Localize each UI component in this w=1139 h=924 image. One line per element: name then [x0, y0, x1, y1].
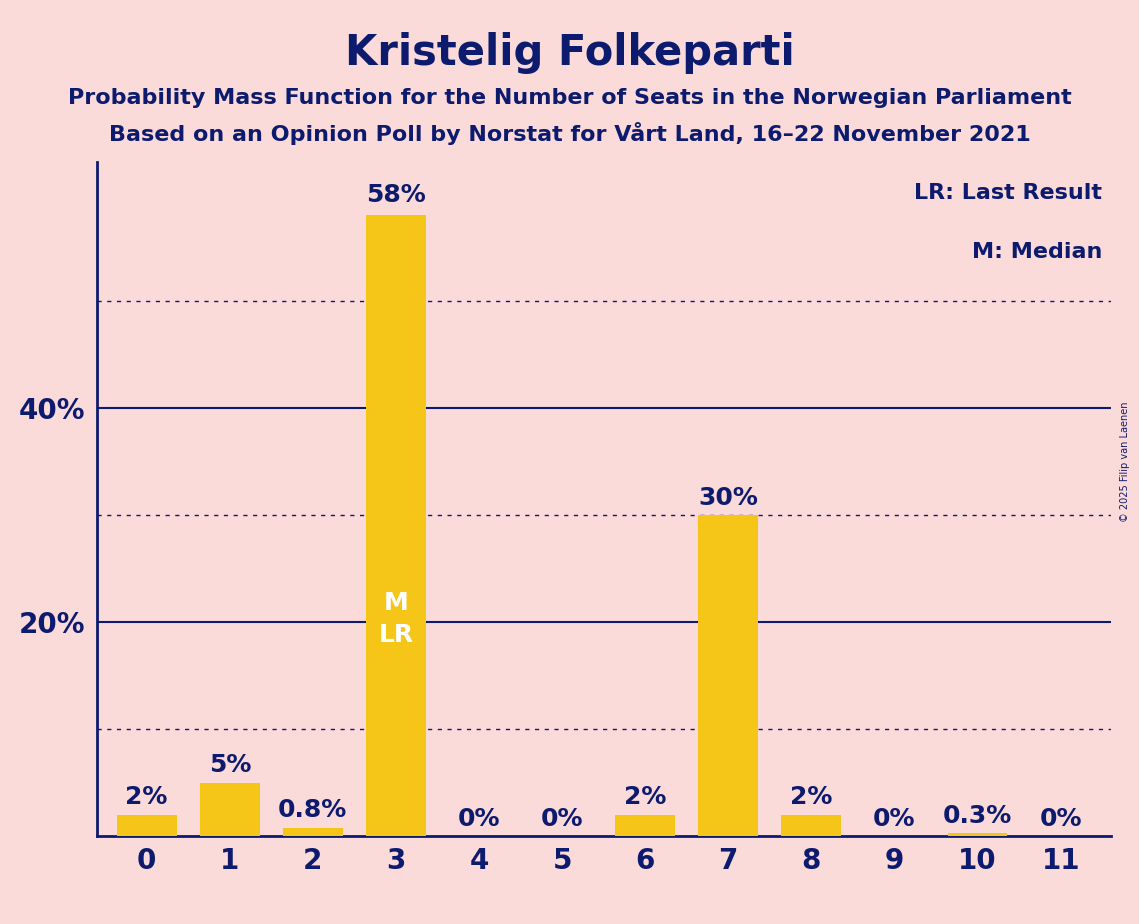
Text: 30%: 30% [698, 486, 759, 510]
Text: 2%: 2% [624, 785, 666, 809]
Text: 0%: 0% [541, 807, 583, 831]
Text: Based on an Opinion Poll by Norstat for Vårt Land, 16–22 November 2021: Based on an Opinion Poll by Norstat for … [108, 122, 1031, 145]
Bar [199, 783, 260, 836]
Text: M
LR: M LR [378, 591, 413, 647]
Bar [117, 815, 177, 836]
Text: 58%: 58% [366, 183, 426, 207]
Bar [366, 215, 426, 836]
Text: 2%: 2% [125, 785, 167, 809]
Text: Kristelig Folkeparti: Kristelig Folkeparti [345, 32, 794, 74]
Bar [282, 828, 343, 836]
Bar [615, 815, 675, 836]
Text: 2%: 2% [790, 785, 833, 809]
Text: LR: Last Result: LR: Last Result [915, 183, 1103, 203]
Bar [698, 515, 759, 836]
Text: 0%: 0% [1040, 807, 1082, 831]
Text: 5%: 5% [208, 753, 251, 777]
Text: 0%: 0% [458, 807, 500, 831]
Text: Probability Mass Function for the Number of Seats in the Norwegian Parliament: Probability Mass Function for the Number… [67, 88, 1072, 108]
Bar [948, 833, 1008, 836]
Text: M: Median: M: Median [972, 242, 1103, 262]
Text: © 2025 Filip van Laenen: © 2025 Filip van Laenen [1121, 402, 1130, 522]
Text: 0.3%: 0.3% [943, 804, 1013, 828]
Text: 0%: 0% [874, 807, 916, 831]
Text: 0.8%: 0.8% [278, 798, 347, 822]
Bar [781, 815, 842, 836]
